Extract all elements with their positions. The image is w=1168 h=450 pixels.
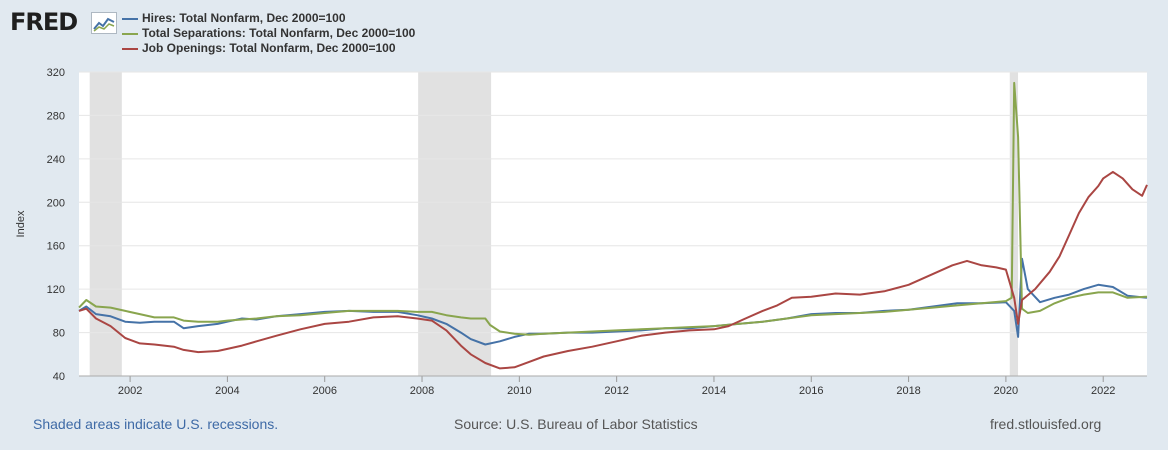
line-chart-icon [91, 12, 117, 34]
recession-band-1 [418, 72, 492, 376]
legend-swatch-hires [122, 17, 138, 20]
legend-item-separations[interactable]: Total Separations: Total Nonfarm, Dec 20… [122, 26, 415, 41]
x-tick-label-2006: 2006 [312, 385, 336, 397]
x-tick-label-2014: 2014 [702, 385, 726, 397]
y-tick-label-80: 80 [53, 328, 65, 340]
y-tick-label-280: 280 [47, 110, 65, 122]
legend-label-hires: Hires: Total Nonfarm, Dec 2000=100 [142, 11, 346, 25]
legend-item-openings[interactable]: Job Openings: Total Nonfarm, Dec 2000=10… [122, 41, 415, 56]
legend-swatch-openings [122, 47, 138, 50]
y-tick-label-320: 320 [47, 67, 65, 79]
chart-legend: Hires: Total Nonfarm, Dec 2000=100 Total… [122, 11, 415, 56]
series-line-openings [78, 170, 1148, 370]
y-tick-label-240: 240 [47, 154, 65, 166]
y-tick-label-200: 200 [47, 197, 65, 209]
x-tick-label-2012: 2012 [604, 385, 628, 397]
recession-note-link[interactable]: Shaded areas indicate U.S. recessions. [33, 416, 279, 432]
site-link[interactable]: fred.stlouisfed.org [990, 416, 1102, 432]
legend-label-openings: Job Openings: Total Nonfarm, Dec 2000=10… [142, 41, 396, 55]
legend-swatch-separations [122, 32, 138, 35]
y-axis-label: Index [15, 210, 27, 237]
recession-band-2 [1009, 72, 1019, 376]
legend-label-separations: Total Separations: Total Nonfarm, Dec 20… [142, 26, 416, 40]
x-tick-label-2008: 2008 [410, 385, 434, 397]
fred-logo[interactable]: FRED [10, 8, 78, 36]
x-tick-label-2022: 2022 [1091, 385, 1115, 397]
x-tick-label-2020: 2020 [994, 385, 1018, 397]
y-tick-label-160: 160 [47, 241, 65, 253]
line-chart: 40 80 120 160 200 240 280 320 2002 2004 2006 2008 20… [15, 67, 1148, 397]
source-text: Source: U.S. Bureau of Labor Statistics [454, 416, 698, 432]
plot-area [79, 72, 1147, 376]
legend-item-hires[interactable]: Hires: Total Nonfarm, Dec 2000=100 [122, 11, 415, 26]
x-tick-label-2018: 2018 [896, 385, 920, 397]
recession-band-0 [89, 72, 122, 376]
x-tick-label-2004: 2004 [215, 385, 239, 397]
y-tick-label-120: 120 [47, 284, 65, 296]
x-tick-label-2010: 2010 [507, 385, 531, 397]
series-line-separations [78, 81, 1148, 336]
x-tick-label-2016: 2016 [799, 385, 823, 397]
x-tick-label-2002: 2002 [118, 385, 142, 397]
y-tick-label-40: 40 [53, 371, 65, 383]
